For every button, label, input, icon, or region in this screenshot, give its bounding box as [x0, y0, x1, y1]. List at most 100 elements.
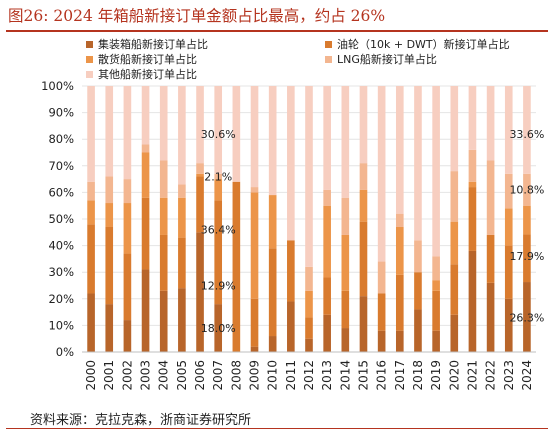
bar-segment [87, 224, 95, 294]
bar-segment [377, 86, 386, 262]
y-tick-label: 80% [48, 132, 74, 146]
bar-segment [341, 234, 350, 291]
data-label: 33.6% [509, 128, 544, 141]
bar-segment [323, 277, 331, 315]
bar-segment [450, 171, 459, 222]
bar-segment [414, 86, 422, 241]
bar-segment [196, 232, 204, 352]
bar-segment [432, 86, 440, 257]
bar-segment [523, 173, 531, 206]
bar-segment [159, 86, 168, 161]
bar-segment [178, 237, 186, 289]
bar-segment [105, 203, 114, 227]
bar-segment [105, 304, 114, 352]
bar-segment [377, 330, 386, 352]
legend-label: 散货船新接订单占比 [98, 52, 197, 66]
y-tick-label: 20% [48, 292, 74, 306]
x-tick-label: 2020 [447, 360, 461, 391]
bar-segment [123, 320, 132, 352]
bar-segment [450, 221, 459, 265]
bar-segment [305, 317, 313, 339]
bar-segment [268, 336, 277, 352]
bar-segment [87, 181, 95, 201]
bar-segment [486, 160, 495, 235]
bar-segment [504, 245, 513, 299]
bar-segment [432, 290, 440, 331]
x-tick-label: 2016 [375, 360, 389, 391]
data-label: 26.3% [509, 311, 544, 324]
legend-label: 油轮（10k + DWT）新接订单占比 [337, 37, 510, 51]
bar-segment [341, 290, 350, 329]
bar-segment [468, 149, 477, 182]
bar-segment [432, 280, 440, 291]
data-label: 12.9% [201, 280, 236, 293]
bar-segment [359, 189, 368, 222]
data-label: 36.4% [201, 224, 236, 237]
x-tick-label: 2019 [429, 360, 443, 391]
legend-swatch [325, 41, 332, 48]
bar-segment [196, 176, 204, 233]
bar-segment [432, 256, 440, 281]
x-tick-label: 2011 [284, 360, 298, 391]
x-tick-label: 2012 [302, 360, 316, 391]
x-tick-label: 2009 [248, 360, 262, 391]
bar-segment [323, 86, 331, 190]
bar-segment [123, 203, 132, 254]
y-tick-label: 70% [48, 159, 74, 173]
x-tick-label: 2002 [120, 360, 134, 391]
bar-segment [450, 86, 459, 172]
bar-segment [414, 240, 422, 273]
bar-segment [504, 208, 513, 246]
bar-segment [486, 234, 495, 283]
bar-segment [268, 195, 277, 249]
bar-segment [377, 261, 386, 294]
bar-segment [250, 298, 259, 347]
bar-segment [250, 346, 259, 352]
bar-segment [178, 184, 186, 198]
bar-segment [305, 338, 313, 352]
y-tick-label: 0% [56, 345, 74, 359]
bar-segment [250, 192, 259, 299]
bar-segment [305, 290, 313, 318]
bar-segment [141, 197, 150, 270]
data-label: 30.6% [201, 128, 236, 141]
bar-segment [468, 181, 477, 188]
y-tick-label: 60% [48, 185, 74, 199]
bar-segment [468, 187, 477, 251]
x-tick-label: 2018 [411, 360, 425, 391]
y-tick-label: 10% [48, 318, 74, 332]
bar-segment [414, 272, 422, 310]
data-label: 2.1% [204, 170, 232, 183]
bar-segment [395, 274, 404, 331]
bar-segment [232, 181, 241, 352]
bar-segment [486, 86, 495, 161]
bar-segment [159, 234, 168, 291]
x-tick-label: 2014 [338, 360, 352, 391]
bar-segment [468, 250, 477, 352]
bar-segment [141, 86, 150, 145]
bar-segment [341, 197, 350, 235]
bar-segment [123, 253, 132, 321]
x-tick-label: 2008 [229, 360, 243, 391]
bottom-rule [6, 428, 548, 429]
data-label: 10.8% [509, 184, 544, 197]
x-tick-label: 2017 [393, 360, 407, 391]
bar-segment [359, 296, 368, 352]
bar-segment [287, 240, 295, 302]
bar-segment [268, 86, 277, 196]
bar-segment [250, 86, 259, 188]
bar-segment [341, 328, 350, 352]
bar-segment [287, 301, 295, 352]
legend-label: 集装箱船新接订单占比 [98, 37, 208, 51]
bar-segment [414, 309, 422, 352]
bar-segment [341, 86, 350, 198]
bar-segment [450, 264, 459, 315]
bar-segment [214, 86, 223, 174]
bar-segment [196, 86, 204, 164]
x-tick-label: 2004 [157, 360, 171, 391]
bar-segment [305, 266, 313, 291]
bar-segment [523, 205, 531, 235]
bar-segment [450, 314, 459, 352]
bar-segment [178, 86, 186, 185]
bar-segment [214, 173, 223, 180]
